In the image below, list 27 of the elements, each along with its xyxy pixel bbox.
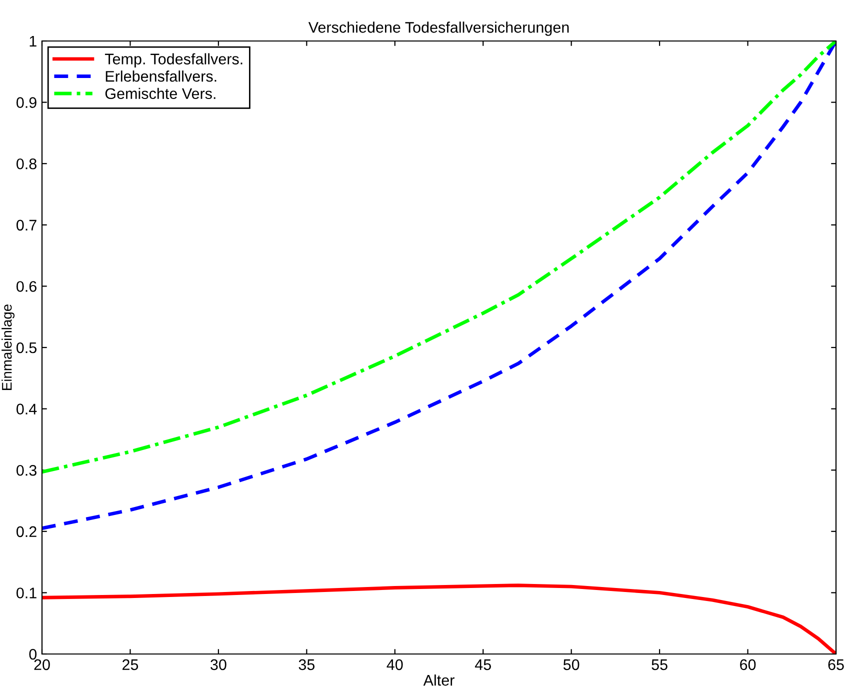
y-tick-label: 1: [30, 36, 36, 47]
x-tick-label: 50: [563, 659, 580, 670]
x-tick-label: 25: [122, 659, 138, 670]
x-axis-title: Alter: [423, 674, 454, 686]
legend-label: Erlebensfallvers.: [106, 70, 216, 82]
y-tick-label: 0.4: [16, 404, 37, 414]
legend-label: Gemischte Vers.: [105, 88, 216, 100]
y-tick-label: 0.6: [16, 281, 36, 292]
x-tick-label: 40: [386, 659, 403, 670]
y-tick-label: 0.2: [16, 526, 36, 538]
x-tick-label: 35: [298, 659, 315, 670]
x-tick-label: 30: [210, 659, 226, 670]
x-tick-label: 45: [474, 659, 491, 670]
y-tick-label: 0.8: [16, 158, 36, 170]
x-tick-label: 20: [34, 659, 50, 670]
x-tick-label: 65: [828, 659, 844, 670]
y-tick-label: 0.7: [16, 220, 36, 231]
y-axis-title: Einmaleinlage: [2, 304, 15, 390]
y-tick-label: 0.9: [16, 97, 36, 108]
y-tick-label: 0.3: [16, 464, 36, 476]
chart-title: Verschiedene Todesfallversicherungen: [308, 22, 569, 36]
x-tick-label: 55: [652, 659, 668, 670]
y-tick-label: 0.1: [16, 588, 36, 598]
x-tick-label: 60: [740, 659, 756, 670]
y-tick-label: 0: [29, 648, 37, 660]
legend-label: Temp. Todesfallvers.: [104, 53, 242, 68]
y-tick-label: 0.5: [16, 342, 36, 354]
